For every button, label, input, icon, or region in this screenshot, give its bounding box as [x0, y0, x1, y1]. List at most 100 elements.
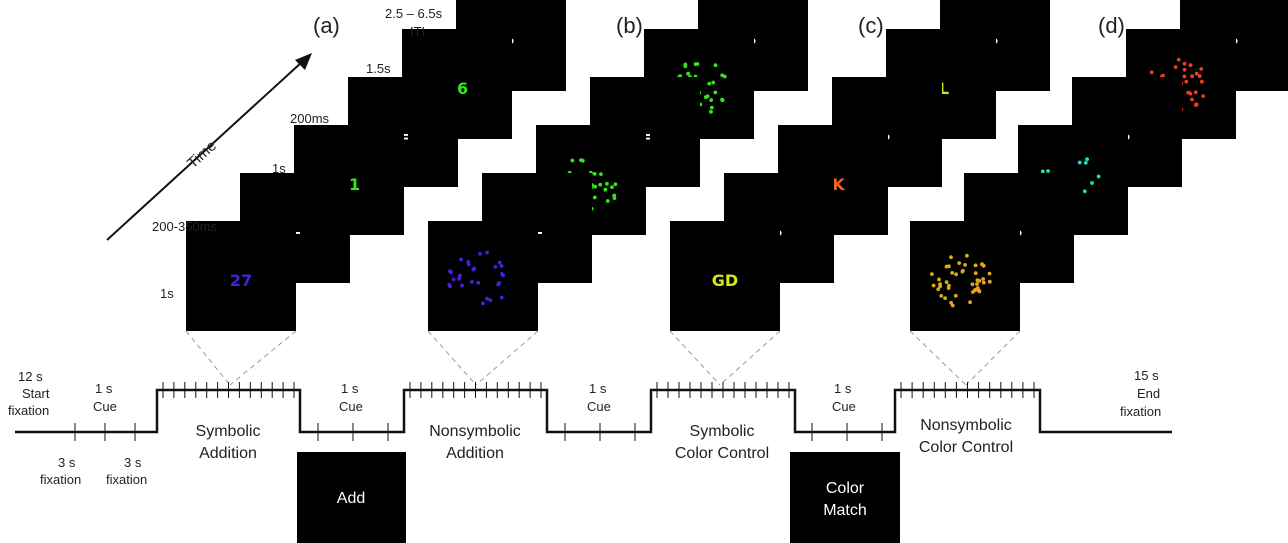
block-label-nonsymbolic-color-2: Color Control [919, 439, 1013, 456]
dot [457, 276, 461, 281]
dot [1096, 174, 1101, 179]
zoom-line [427, 330, 477, 386]
dot [949, 255, 953, 260]
dot [720, 73, 725, 78]
stimulus-screens: 66=41+27=+JLEKGD [186, 0, 1288, 331]
dot [1197, 74, 1202, 79]
zoom-line [719, 330, 781, 386]
dot [1193, 90, 1198, 95]
dot [975, 282, 979, 286]
block-label-nonsymbolic-addition-2: Addition [446, 445, 504, 462]
dot [703, 95, 708, 100]
dot [971, 290, 975, 294]
dot [1085, 157, 1089, 162]
dot [931, 283, 936, 288]
dot [599, 172, 603, 177]
dot [1190, 97, 1194, 102]
dot [570, 158, 575, 163]
timing-label-jitter: 200-350ms [152, 219, 218, 234]
screen-sequence-a: 66=41+27 [186, 0, 566, 331]
dot [946, 286, 951, 290]
dot [1149, 70, 1154, 75]
screen-sequence-d [910, 0, 1288, 331]
dot [1077, 160, 1082, 165]
dot [711, 80, 716, 85]
dot [949, 300, 953, 305]
stimulus-screen [670, 221, 780, 331]
dot [981, 277, 985, 281]
cue-box-color-text-2: Match [823, 502, 867, 519]
fix-label-1: fixation [40, 472, 81, 487]
dot [476, 280, 481, 285]
dot [610, 185, 614, 190]
dot [1182, 67, 1187, 72]
dot [500, 272, 504, 276]
stimulus-text: 27 [230, 271, 252, 290]
fix-duration-1: 3 s [58, 455, 76, 470]
dot [593, 184, 597, 189]
dot [612, 193, 617, 198]
block-label-symbolic-color-2: Color Control [675, 445, 769, 462]
dot [1182, 74, 1187, 79]
dot [592, 195, 597, 200]
zoom-line [965, 330, 1021, 386]
dot [1161, 73, 1165, 78]
cue-duration-4: 1 s [834, 381, 852, 396]
start-fix-label-1: Start [22, 386, 50, 401]
dot [613, 182, 618, 187]
dot [944, 264, 949, 269]
zoom-line [909, 330, 967, 386]
dot [499, 264, 504, 268]
block-label-symbolic-color-1: Symbolic [690, 423, 755, 440]
cue-label-2: Cue [339, 399, 363, 414]
dot [485, 296, 489, 301]
dot [943, 296, 947, 300]
end-fix-label-1: End [1137, 386, 1160, 401]
dot [961, 268, 965, 273]
start-fix-label-2: fixation [8, 403, 49, 418]
dot [1201, 94, 1206, 98]
dot [975, 278, 980, 283]
end-fix-duration: 15 s [1134, 368, 1159, 383]
timing-label-200ms: 200ms [290, 111, 330, 126]
timing-label-iti-range: 2.5 – 6.5s [385, 6, 443, 21]
dot [963, 263, 967, 267]
dot [481, 301, 485, 306]
dot [965, 253, 969, 258]
dot [954, 272, 958, 277]
dot [683, 62, 688, 67]
end-fix-label-2: fixation [1120, 404, 1161, 419]
block-label-symbolic-addition-1: Symbolic [196, 423, 261, 440]
dot [478, 251, 482, 256]
timeline-path [15, 388, 1172, 434]
dot [981, 280, 986, 285]
panel-label-b: (b) [616, 13, 643, 38]
dot [1046, 169, 1050, 173]
dot [939, 294, 944, 298]
dot [957, 261, 962, 265]
dot [472, 266, 477, 271]
timing-label-1s-second: 1s [272, 161, 286, 176]
dot-array [447, 250, 505, 306]
dot [603, 187, 608, 192]
dot [709, 105, 714, 110]
dot [953, 293, 958, 298]
dot [709, 109, 713, 114]
dot [713, 63, 718, 68]
dot-array [930, 253, 992, 308]
timing-label-1-5s: 1.5s [366, 61, 391, 76]
panel-label-a: (a) [313, 13, 340, 38]
cue-box-color-text-1: Color [826, 480, 865, 497]
cue-box-add [297, 452, 406, 543]
dot [460, 283, 464, 288]
cue-box-color-match [790, 452, 900, 543]
dot [693, 62, 698, 67]
stimulus-screen [186, 221, 296, 331]
time-arrowhead-icon [295, 53, 312, 70]
dot [937, 277, 941, 282]
cue-label-4: Cue [832, 399, 856, 414]
dot [970, 282, 975, 287]
dot [709, 98, 714, 102]
dot [499, 295, 504, 300]
dot [686, 71, 690, 76]
